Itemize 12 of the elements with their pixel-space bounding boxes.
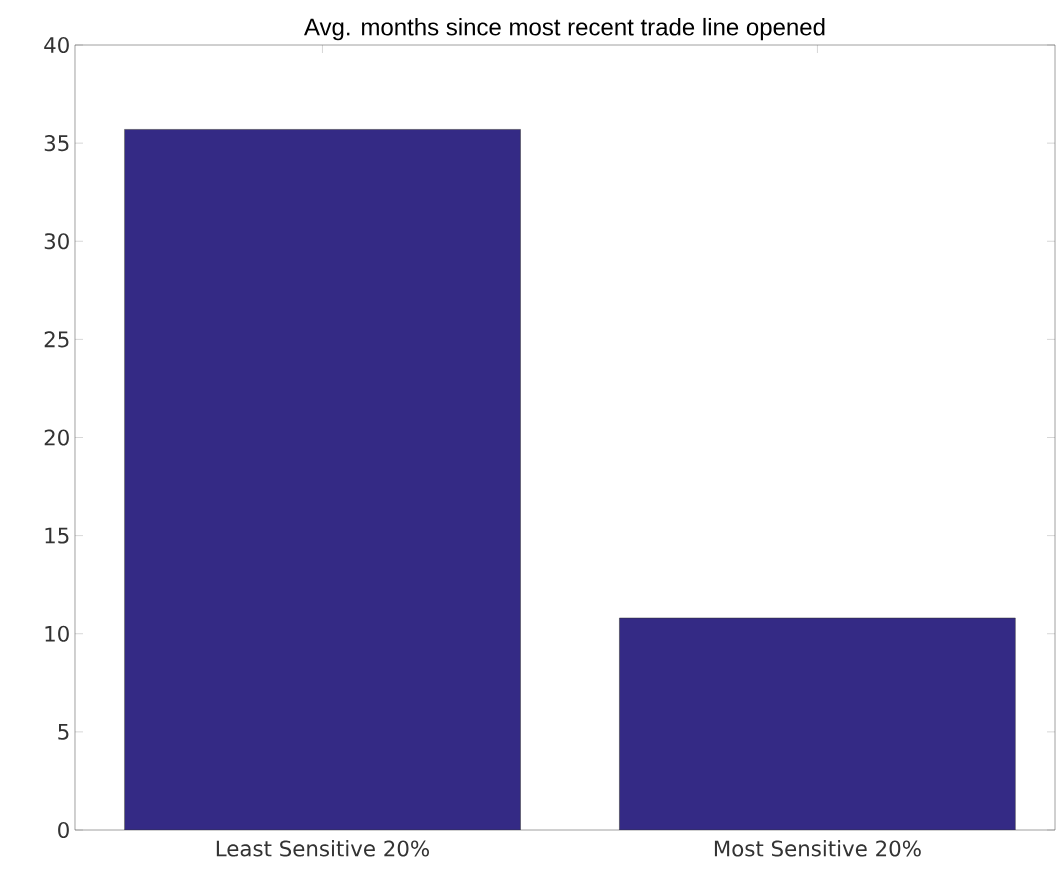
y-tick-label: 35 <box>44 135 69 152</box>
x-tick-label: Least Sensitive 20% <box>216 840 430 857</box>
y-tick-label: 10 <box>45 625 69 642</box>
y-tick-label: 0 <box>58 821 69 839</box>
y-tick-label: 15 <box>45 527 69 544</box>
x-tick-label: Most Sensitive 20% <box>714 840 921 857</box>
y-tick-label: 25 <box>44 331 69 348</box>
y-tick-label: 30 <box>44 233 69 250</box>
y-tick-label: 40 <box>44 36 69 54</box>
y-tick-label: 20 <box>44 429 69 446</box>
chart-title: Avg. months since most recent trade line opened <box>304 17 825 41</box>
y-tick-label: 5 <box>58 723 69 740</box>
